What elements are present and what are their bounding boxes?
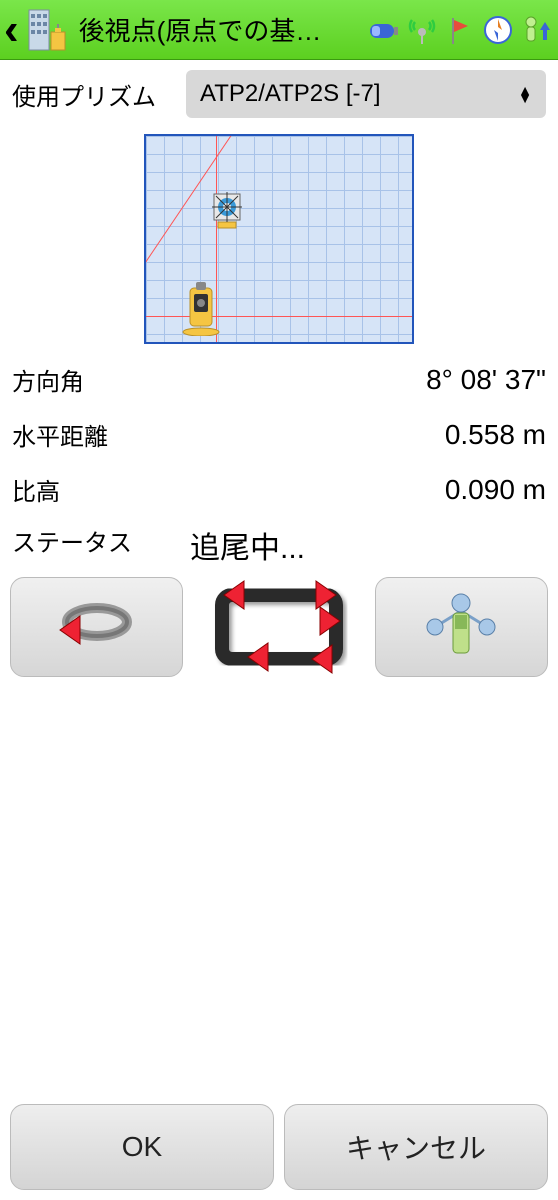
tracking-cycle-icon [193, 577, 364, 677]
azimuth-label: 方向角 [12, 362, 84, 397]
status-value: 追尾中... [190, 523, 305, 567]
prism-target-icon [208, 188, 246, 232]
rotate-left-button[interactable] [10, 577, 183, 677]
chevron-updown-icon: ▲▼ [518, 86, 532, 102]
battery-icon [366, 12, 402, 48]
signal-icon [404, 12, 440, 48]
status-label: ステータス [12, 523, 132, 558]
status-row: ステータス 追尾中... [0, 517, 558, 569]
action-buttons [0, 569, 558, 685]
cancel-label: キャンセル [346, 1127, 486, 1167]
instrument-button[interactable] [375, 577, 548, 677]
sight-line [144, 134, 248, 277]
flag-icon [442, 12, 478, 48]
tribrach-icon [421, 587, 501, 667]
axis-line-horizontal [146, 316, 412, 317]
app-header: ‹ 後視点(原点での基… [0, 0, 558, 60]
azimuth-value: 8° 08' 37" [426, 364, 546, 396]
ring-arrow-icon [52, 592, 142, 662]
building-icon [25, 6, 75, 54]
dz-row: 比高 0.090 m [0, 462, 558, 517]
ok-label: OK [122, 1131, 162, 1163]
hdist-row: 水平距離 0.558 m [0, 407, 558, 462]
page-title: 後視点(原点での基… [79, 11, 322, 48]
person-arrow-icon [518, 12, 554, 48]
azimuth-row: 方向角 8° 08' 37" [0, 352, 558, 407]
cancel-button[interactable]: キャンセル [284, 1104, 548, 1190]
prism-select[interactable]: ATP2/ATP2S [-7] ▲▼ [186, 70, 546, 118]
map-canvas[interactable] [144, 134, 414, 344]
dz-label: 比高 [12, 472, 60, 507]
prism-selected-value: ATP2/ATP2S [-7] [200, 80, 381, 108]
hdist-label: 水平距離 [12, 417, 108, 452]
dz-value: 0.090 m [445, 474, 546, 506]
back-button[interactable]: ‹ [4, 8, 19, 52]
hdist-value: 0.558 m [445, 419, 546, 451]
footer: OK キャンセル [0, 1094, 558, 1200]
compass-icon [480, 12, 516, 48]
ok-button[interactable]: OK [10, 1104, 274, 1190]
prism-label: 使用プリズム [12, 77, 156, 112]
prism-row: 使用プリズム ATP2/ATP2S [-7] ▲▼ [0, 60, 558, 128]
station-instrument-icon [180, 278, 222, 336]
axis-line-vertical [216, 136, 217, 342]
